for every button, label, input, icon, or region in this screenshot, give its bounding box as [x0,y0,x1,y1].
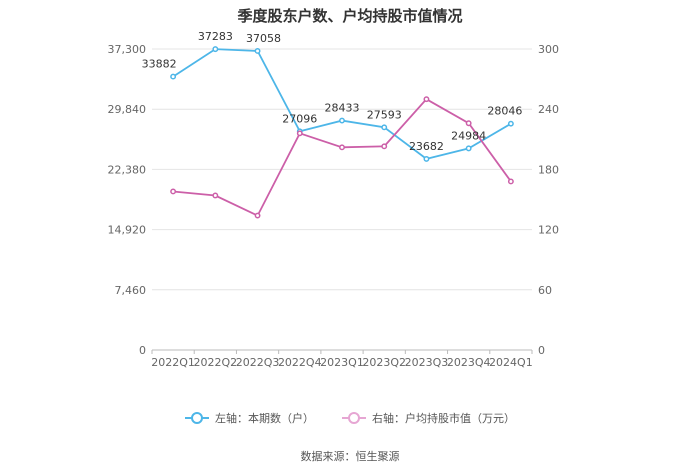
x-axis-tick-label: 2022Q3 [236,356,280,369]
right-axis-tick-label: 0 [538,344,545,357]
data-label: 24984 [451,129,486,142]
x-axis-tick-label: 2022Q4 [278,356,322,369]
left-axis-tick-label: 22,380 [108,163,147,176]
left-axis-tick-label: 7,460 [115,284,147,297]
data-point [170,188,177,195]
data-point [212,46,219,53]
x-axis-tick-label: 2022Q1 [151,356,195,369]
grid-lines [152,48,532,291]
data-source-note: 数据来源：恒生聚源 [300,450,400,463]
data-point [254,48,261,54]
left-axis-tick-label: 37,300 [108,43,147,56]
right-axis-tick-label: 60 [538,284,552,297]
left-axis-tick-label: 0 [139,344,146,357]
legend-line-marker-icon [185,412,209,424]
data-label: 37283 [198,30,233,43]
data-label: 28046 [487,105,522,118]
legend-line-marker-icon [342,412,366,424]
data-point [423,155,430,162]
data-point [507,178,514,185]
data-label: 23682 [409,140,444,153]
legend-label-right-series: 右轴：户均持股市值（万元） [372,412,515,425]
series [170,46,514,219]
data-point [465,120,472,127]
data-label: 27096 [282,112,317,125]
series-line-right [173,98,512,217]
data-point [423,96,430,103]
data-point [254,212,261,219]
x-axis-tick-label: 2023Q3 [405,356,449,369]
left-axis-tick-label: 14,920 [108,224,147,237]
legend: 左轴：本期数（户） 右轴：户均持股市值（万元） [0,410,700,426]
data-point [339,144,345,151]
right-axis-tick-label: 300 [538,43,559,56]
data-label: 37058 [246,32,281,45]
axes: 0 0 7,460 60 14,920 120 22,380 180 29,840 240 37,3… [108,43,560,369]
data-label: 27593 [367,108,402,121]
left-axis-tick-label: 29,840 [108,103,147,116]
data-point [212,192,219,199]
x-axis-tick-label: 2024Q1 [489,356,533,369]
data-point [465,145,472,152]
data-label: 28433 [325,102,360,115]
x-axis-tick-label: 2023Q1 [320,356,364,369]
data-labels: 33882 37283 37058 27096 28433 27593 23682 24984… [142,30,523,153]
right-axis-tick-label: 120 [538,224,559,237]
data-label: 33882 [142,58,177,71]
data-point [381,124,388,131]
legend-label-left-series: 左轴：本期数（户） [215,412,314,425]
data-point [507,120,514,127]
x-axis-tick-label: 2023Q2 [362,356,406,369]
right-axis-tick-label: 180 [538,163,559,176]
legend-item-left-series[interactable]: 左轴：本期数（户） [185,410,314,426]
data-point [381,143,388,150]
data-point [339,117,345,124]
x-axis-tick-label: 2023Q4 [447,356,491,369]
right-axis-tick-label: 240 [538,103,559,116]
legend-item-right-series[interactable]: 右轴：户均持股市值（万元） [342,410,515,426]
data-point [296,130,303,137]
chart-title: 季度股东户数、户均持股市值情况 [237,7,463,25]
data-point [170,73,177,80]
x-axis-tick-label: 2022Q2 [194,356,238,369]
